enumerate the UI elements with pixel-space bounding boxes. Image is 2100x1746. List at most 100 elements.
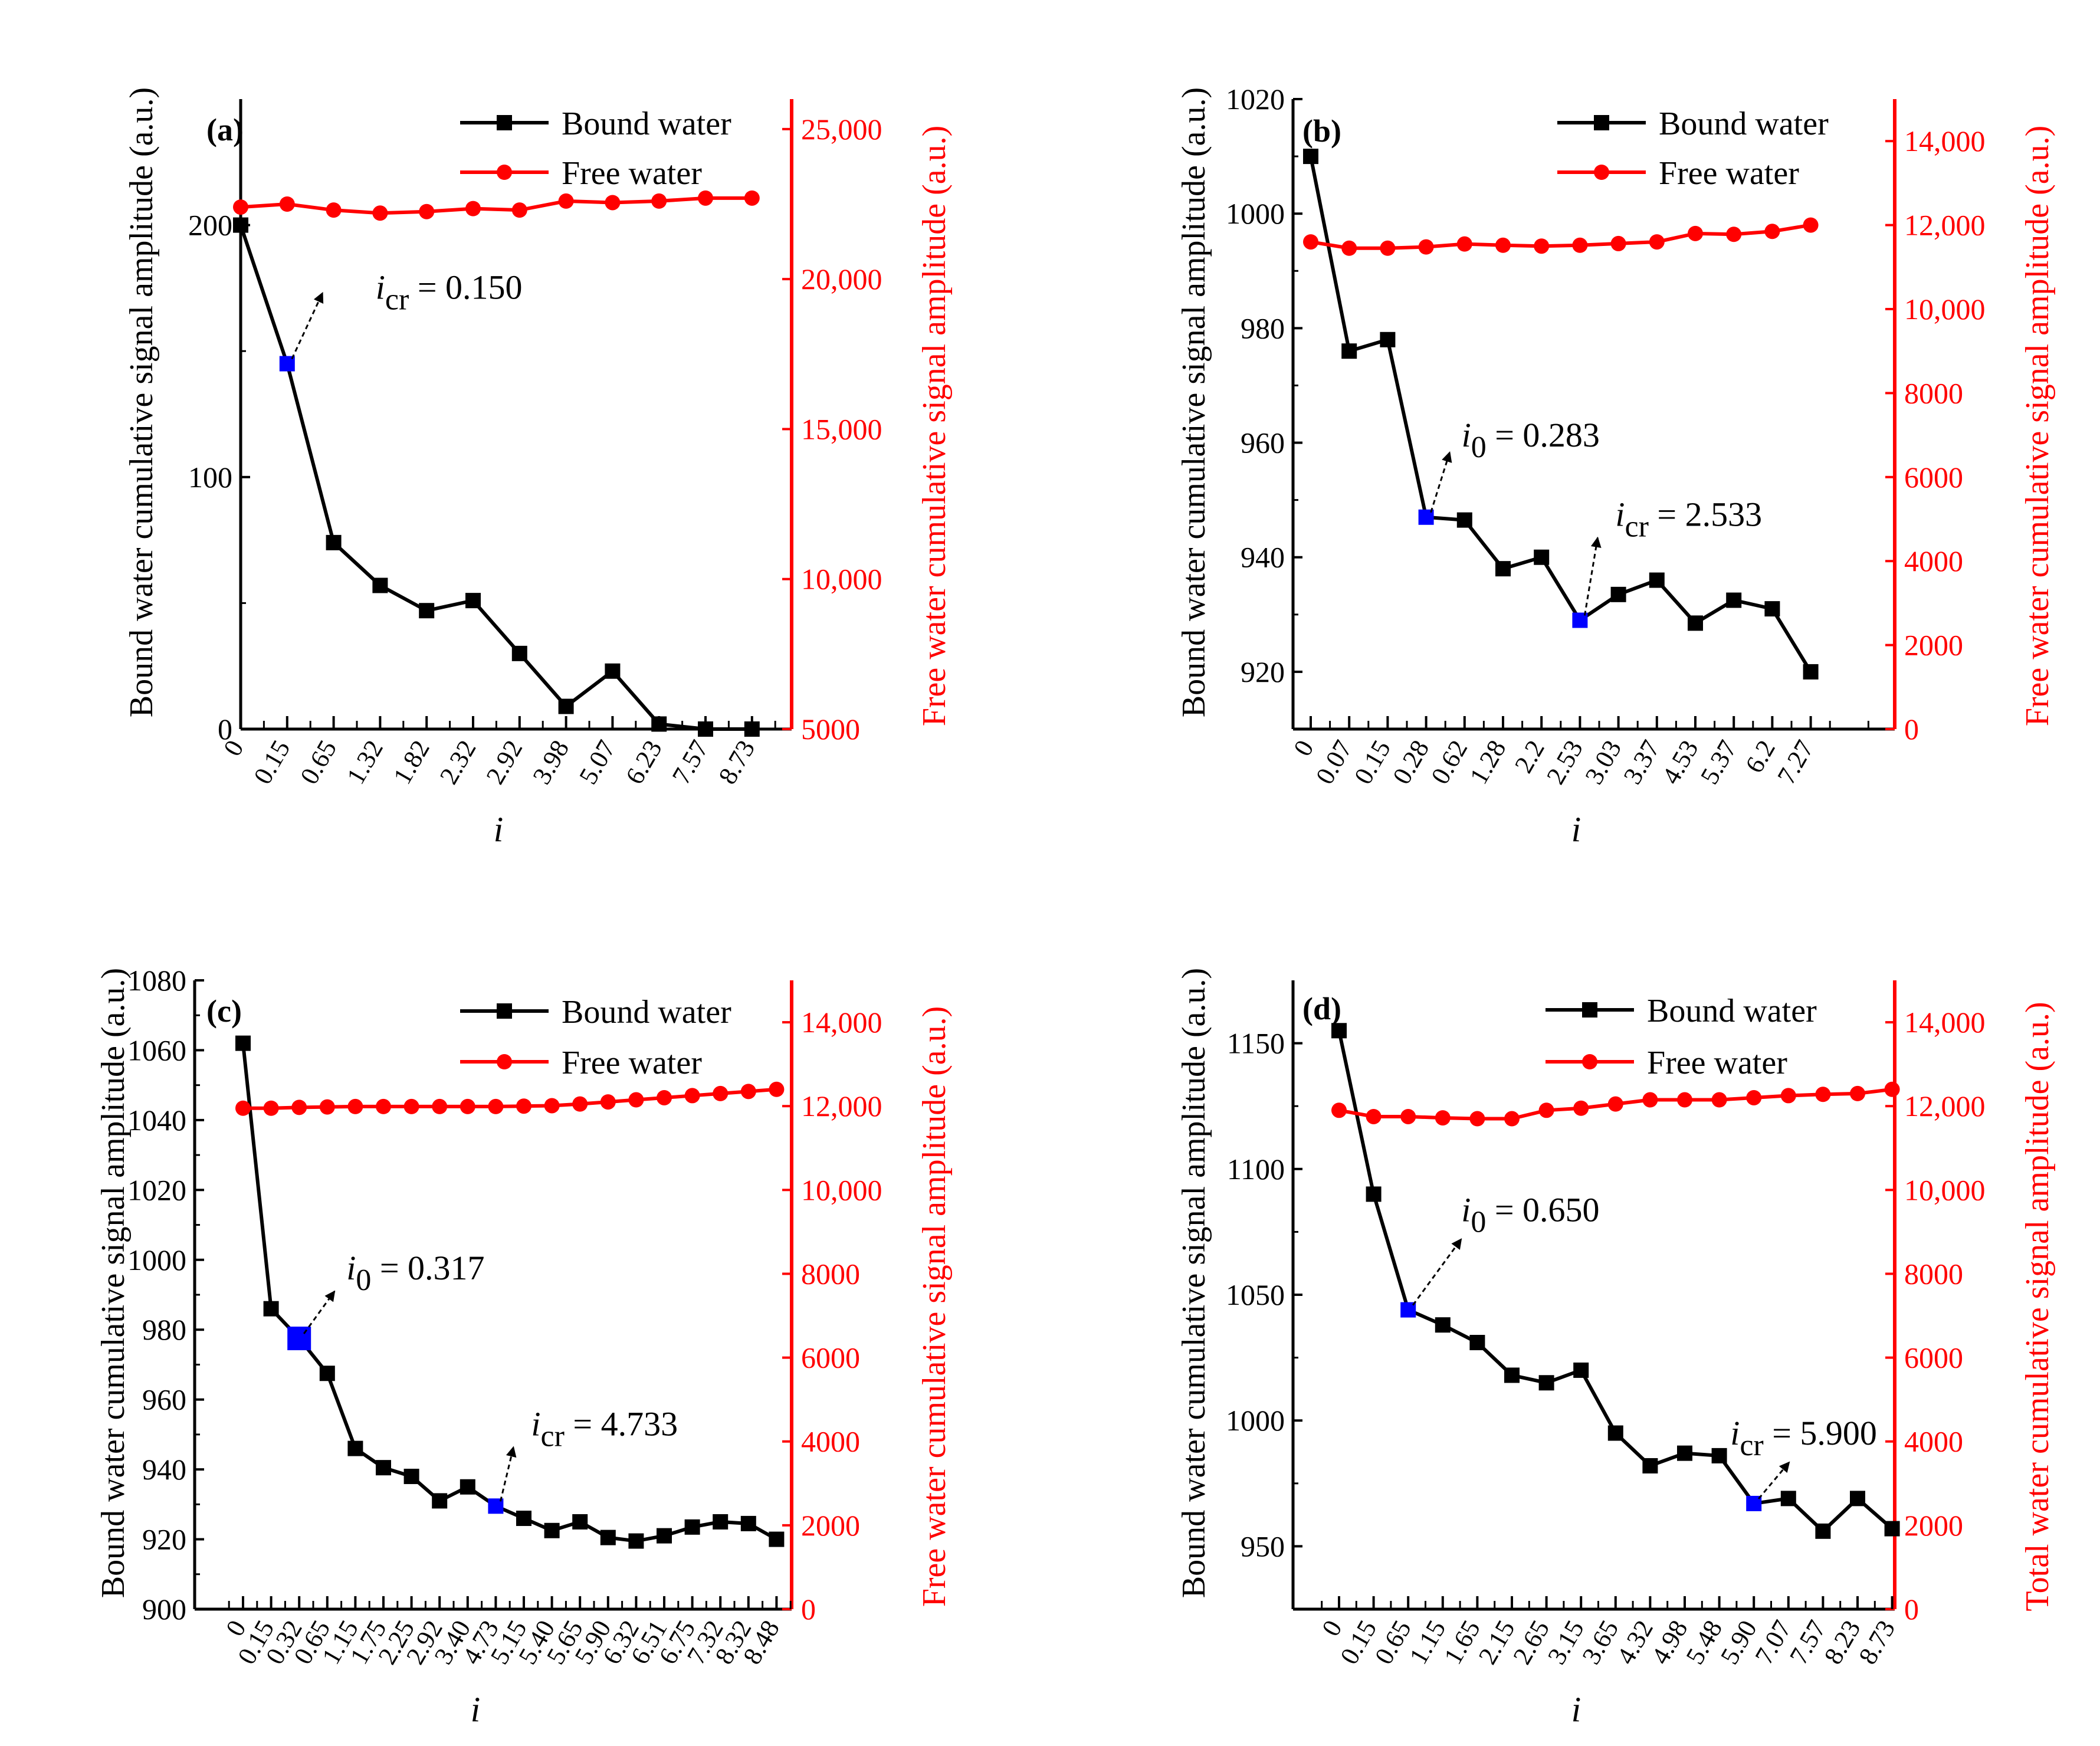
left-tick-label: 1020 [1226,83,1285,116]
left-tick-label: 1100 [1227,1153,1285,1186]
free-water-point [432,1098,448,1114]
free-water-point [1366,1108,1382,1124]
left-tick-label: 100 [188,461,232,494]
panel-label: (c) [206,993,242,1029]
legend-marker [497,115,512,130]
free-water-point [1884,1081,1900,1097]
right-tick-label: 14,000 [1904,1006,1986,1039]
free-water-point [1538,1102,1554,1118]
x-tick-label: 8.73 [1853,1616,1901,1669]
bound-water-point [1435,1317,1451,1333]
x-tick-label: 4.53 [1656,736,1704,789]
free-water-point [1380,240,1396,256]
right-tick-label: 4000 [801,1425,860,1458]
annotation-arrow [1412,1238,1462,1306]
x-tick-label: 7.07 [1750,1616,1797,1669]
right-tick-label: 6000 [1904,461,1963,494]
annotation-label: icr = 4.733 [531,1404,678,1453]
free-water-point [1341,240,1357,256]
y-right-title: Free water cumulative signal amplitude (… [2019,126,2056,727]
bound-water-point [572,1514,588,1530]
x-tick-label: 0 [1288,736,1319,762]
right-tick-label: 14,000 [801,1006,882,1039]
right-tick-label: 5000 [801,713,860,746]
free-water-point [403,1098,419,1114]
free-water-point [1418,239,1434,255]
right-tick-label: 6000 [801,1341,860,1374]
annotation-arrow [291,291,324,360]
bound-water-point [372,577,388,593]
free-water-point [544,1098,560,1114]
bound-water-point [233,217,248,233]
x-tick-label: 2.32 [434,736,482,789]
left-tick-label: 960 [1241,426,1285,460]
y-left-title: Bound water cumulative signal amplitude … [95,968,132,1598]
free-water-point [769,1081,785,1097]
free-water-point [1572,237,1588,253]
legend-label: Bound water [562,994,731,1030]
bound-water-point [600,1530,616,1545]
free-water-point [372,205,388,221]
bound-water-point [511,645,527,661]
bound-water-point [1495,561,1511,577]
free-water-point [684,1088,700,1104]
annotation-symbol: i [346,1249,356,1287]
right-tick-label: 15,000 [801,412,882,445]
free-water-point [628,1092,644,1108]
annotation-arrow [1583,536,1602,616]
free-water-point [1495,237,1511,253]
annotation-label: icr = 2.533 [1615,495,1762,544]
free-water-point [291,1100,307,1115]
x-tick-label: 1.15 [1404,1616,1452,1669]
free-water-point [713,1085,729,1101]
x-tick-label: 0.07 [1310,736,1358,789]
left-tick-label: 1000 [1226,1404,1285,1437]
bound-water-point [1469,1335,1485,1351]
x-tick-label: 3.65 [1577,1616,1625,1669]
x-tick-label: 1.65 [1438,1616,1486,1669]
right-tick-label: 10,000 [801,563,882,596]
annotation-label: i0 = 0.317 [346,1249,484,1297]
bound-water-point [460,1479,475,1495]
bound-water-point [544,1522,560,1538]
annotation-subscript: cr [541,1419,565,1453]
annotation-subscript: cr [385,283,409,317]
bound-water-point [319,1366,335,1381]
legend-label: Free water [562,1045,702,1081]
y-right-title: Free water cumulative signal amplitude (… [916,1006,953,1607]
chart-panel-c: 900 920 940 960 980 1000 1020 1040 1060 1080 0 2000… [95,964,953,1729]
right-tick-label: 10,000 [1904,1173,1986,1206]
free-water-point [1764,224,1780,239]
free-water-point [1642,1092,1658,1108]
left-tick-label: 1000 [127,1243,186,1276]
bound-water-point [287,1327,311,1351]
x-tick-label: 0.28 [1387,736,1435,789]
annotation-arrow [499,1446,517,1502]
x-tick-label: 0.65 [294,736,342,789]
bound-water-point [1303,149,1318,165]
left-tick-label: 1050 [1226,1278,1285,1311]
annotation-value: = 0.283 [1487,416,1600,454]
x-axis-title: i [1571,810,1581,849]
free-water-point [1688,225,1703,241]
free-water-point [1850,1085,1865,1101]
free-water-point [233,199,248,215]
bound-water-point [1573,1362,1589,1378]
x-tick-label: 0.15 [1334,1616,1382,1669]
legend-label: Free water [1647,1045,1787,1081]
bound-water-point [326,534,342,550]
annotation-value: = 5.900 [1764,1414,1877,1452]
bound-water-point [1649,572,1665,588]
x-tick-label: 1.32 [341,736,389,789]
bound-water-point [657,1528,672,1544]
x-tick-label: 3.37 [1618,736,1666,789]
legend-label: Bound water [562,106,731,142]
right-tick-label: 8000 [801,1257,860,1290]
bound-water-point [376,1460,391,1476]
x-tick-label: 7.27 [1771,736,1819,789]
bound-water-point [769,1531,785,1547]
free-water-point [1303,234,1318,250]
chart-panel-a: 0100200500010,00015,00020,00025,00000.15… [123,87,953,849]
x-tick-label: 3.15 [1542,1616,1590,1669]
left-tick-label: 920 [142,1523,186,1556]
